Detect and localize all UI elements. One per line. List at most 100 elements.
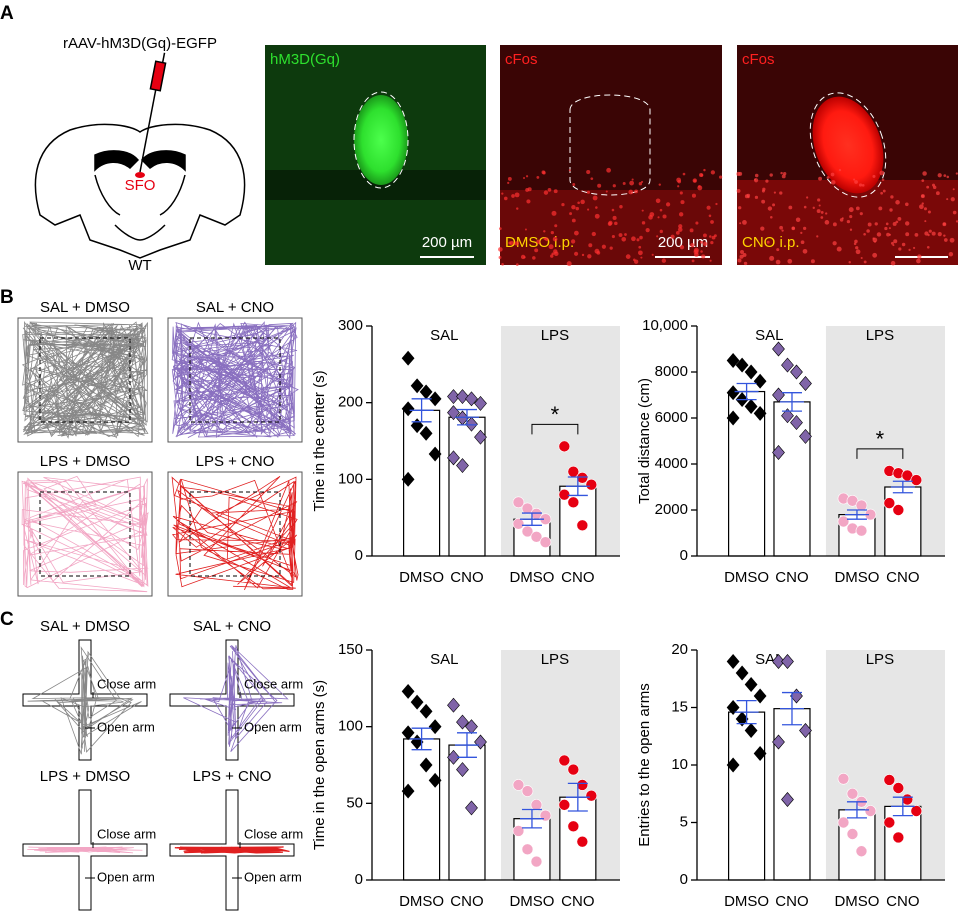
data-point — [428, 446, 442, 462]
speckle — [783, 172, 787, 176]
speckle — [820, 210, 824, 214]
speckle — [596, 250, 601, 255]
data-point — [558, 488, 571, 501]
error-bar — [844, 801, 869, 819]
speckle — [612, 215, 617, 221]
speckle — [526, 199, 531, 204]
speckle — [879, 170, 885, 176]
speckle — [927, 210, 931, 214]
data-point — [799, 428, 812, 444]
speckle — [882, 189, 886, 193]
speckle — [621, 236, 627, 242]
speckle — [791, 226, 795, 230]
speckle — [872, 237, 875, 240]
data-point — [735, 357, 749, 373]
speckle — [507, 181, 510, 185]
bar — [727, 711, 766, 881]
speckle — [689, 228, 694, 233]
speckle — [507, 176, 512, 181]
speckle — [767, 206, 773, 211]
speckle — [743, 261, 748, 266]
speckle — [609, 246, 613, 250]
y-tick-label: 0 — [355, 547, 363, 564]
error-bar — [565, 782, 590, 812]
data-point — [567, 820, 580, 833]
data-point — [846, 828, 859, 840]
data-point — [567, 763, 580, 776]
speckle — [572, 183, 576, 186]
speckle — [656, 235, 659, 238]
speckle — [889, 208, 893, 212]
data-point — [521, 843, 534, 856]
speckle — [566, 261, 572, 267]
speckle — [948, 251, 954, 257]
speckle — [914, 233, 919, 237]
speckle — [543, 190, 549, 195]
y-tick-label: 0 — [355, 871, 363, 888]
image-label: cFos — [505, 51, 538, 68]
speckle — [848, 260, 851, 264]
speckle — [550, 231, 554, 235]
group-label: LPS + CNO — [193, 768, 272, 785]
speckle — [536, 176, 540, 179]
speckle — [543, 230, 546, 233]
speckle — [766, 240, 770, 244]
x-tick-label: CNO — [886, 893, 919, 910]
x-tick-label: DMSO — [724, 893, 769, 910]
speckle — [855, 246, 859, 250]
group-label: LPS + DMSO — [40, 768, 130, 785]
speckle — [824, 220, 830, 225]
speckle — [628, 189, 634, 195]
speckle — [769, 173, 773, 177]
speckle — [737, 258, 742, 263]
data-point — [855, 499, 868, 512]
group-label: LPS + CNO — [196, 453, 275, 470]
speckle — [554, 224, 558, 228]
speckle — [937, 173, 942, 178]
speckle — [878, 206, 883, 211]
speckle — [586, 190, 591, 194]
speckle — [639, 235, 643, 240]
speckle — [678, 212, 684, 217]
trajectory — [21, 320, 149, 439]
y-tick-label: 200 — [338, 394, 363, 411]
speckle — [916, 258, 921, 264]
speckle — [551, 210, 557, 216]
data-point — [744, 723, 758, 738]
speckle — [591, 231, 596, 237]
speckle — [736, 188, 741, 193]
y-tick-label: 5 — [680, 813, 688, 830]
speckle — [571, 204, 576, 210]
speckle — [597, 183, 602, 188]
speckle — [590, 177, 594, 181]
error-bar — [890, 480, 915, 494]
speckle — [950, 197, 955, 202]
speckle — [908, 248, 911, 251]
speckle — [514, 192, 520, 198]
speckle — [523, 177, 526, 180]
x-tick-label: CNO — [561, 893, 594, 910]
speckle — [892, 221, 897, 226]
speckle — [935, 191, 940, 196]
speckle — [831, 180, 836, 185]
speckle — [520, 254, 526, 260]
speckle — [926, 245, 930, 249]
speckle — [880, 191, 884, 195]
speckle — [944, 238, 948, 242]
y-tick-label: 300 — [338, 317, 363, 334]
speckle — [702, 233, 707, 238]
data-point — [539, 536, 552, 549]
x-tick-label: CNO — [886, 569, 919, 586]
y-tick-label: 100 — [338, 470, 363, 487]
data-point — [474, 395, 487, 411]
speckle — [874, 240, 877, 243]
speckle — [773, 191, 776, 194]
speckle — [754, 195, 759, 199]
speckle — [498, 256, 502, 259]
speckle — [943, 174, 947, 177]
speckle — [700, 250, 703, 253]
speckle — [680, 200, 685, 205]
error-bar — [779, 691, 804, 726]
data-point — [790, 415, 803, 431]
error-bar — [454, 408, 479, 426]
